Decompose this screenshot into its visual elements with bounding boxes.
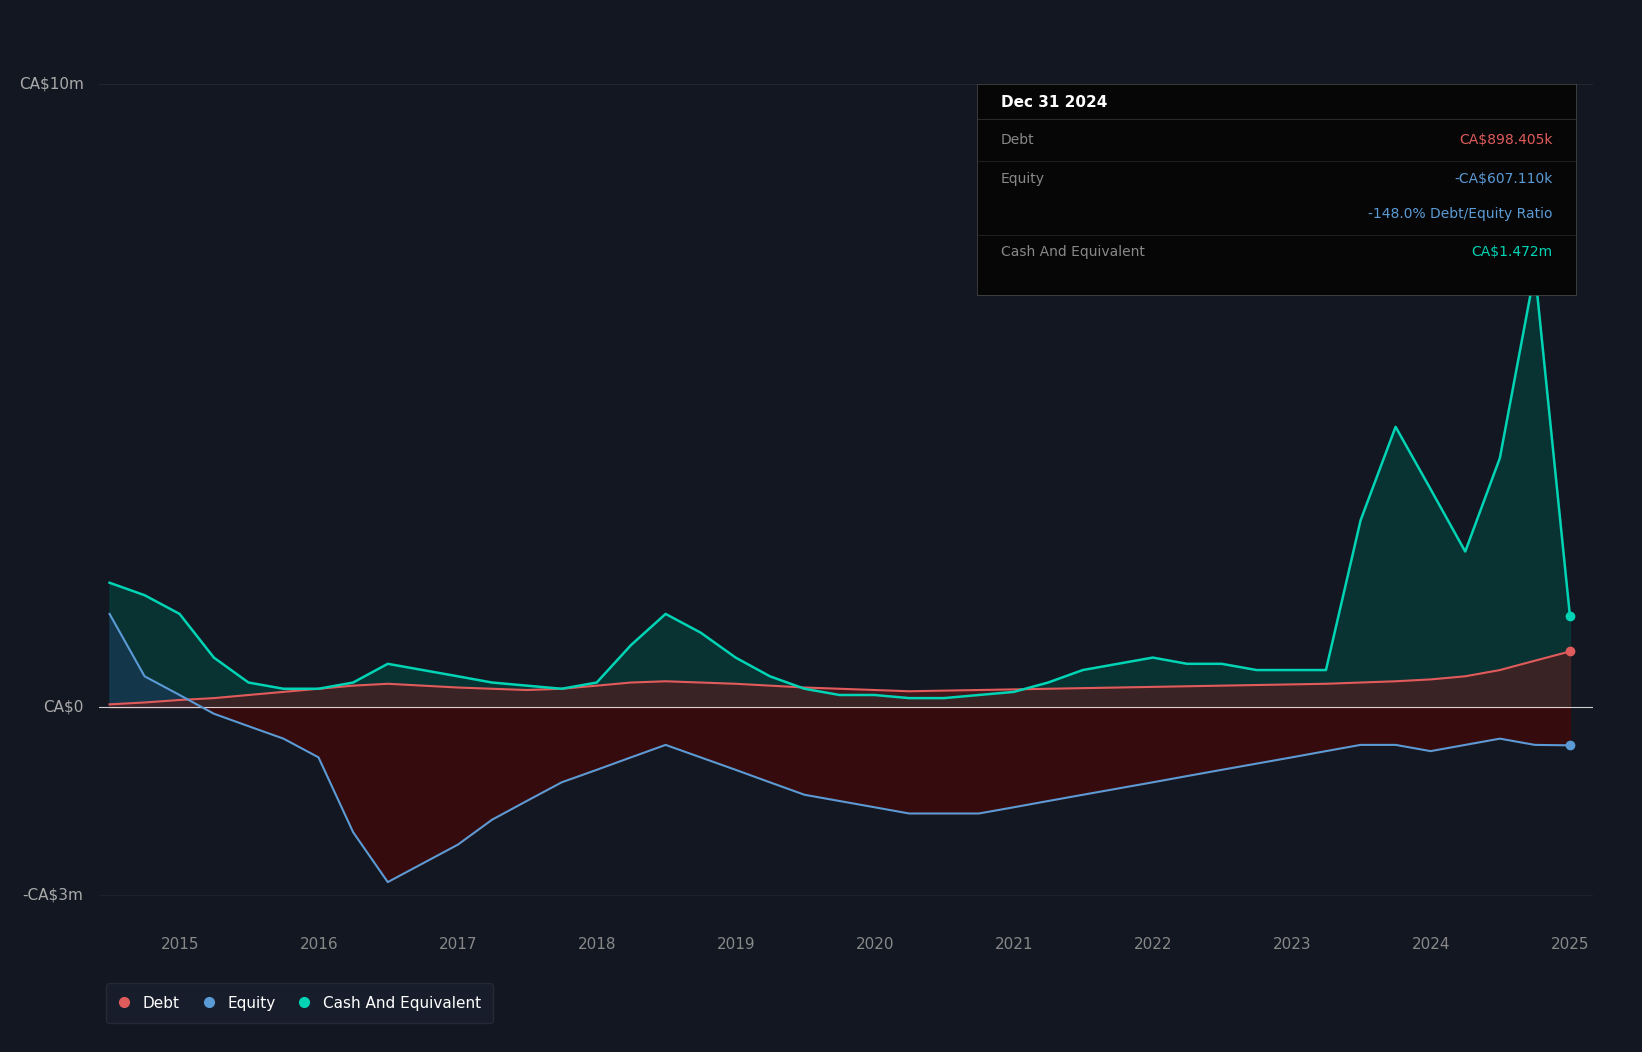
Text: -CA$3m: -CA$3m bbox=[23, 887, 84, 902]
Text: Cash And Equivalent: Cash And Equivalent bbox=[1002, 245, 1144, 260]
Legend: Debt, Equity, Cash And Equivalent: Debt, Equity, Cash And Equivalent bbox=[107, 984, 493, 1023]
Text: CA$10m: CA$10m bbox=[18, 77, 84, 92]
Text: CA$0: CA$0 bbox=[43, 700, 84, 715]
Text: CA$1.472m: CA$1.472m bbox=[1471, 245, 1552, 260]
Text: Equity: Equity bbox=[1002, 171, 1044, 186]
Text: -CA$607.110k: -CA$607.110k bbox=[1453, 171, 1552, 186]
Text: Dec 31 2024: Dec 31 2024 bbox=[1002, 95, 1107, 109]
Text: Debt: Debt bbox=[1002, 134, 1034, 147]
Text: -148.0% Debt/Equity Ratio: -148.0% Debt/Equity Ratio bbox=[1368, 207, 1552, 221]
Text: CA$898.405k: CA$898.405k bbox=[1458, 134, 1552, 147]
